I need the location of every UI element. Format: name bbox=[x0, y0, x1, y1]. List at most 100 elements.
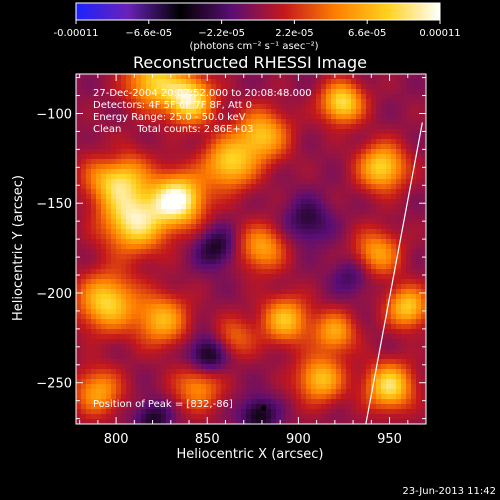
heatmap-cell bbox=[401, 114, 407, 120]
heatmap-cell bbox=[311, 309, 317, 315]
heatmap-cell bbox=[161, 314, 167, 320]
heatmap-cell bbox=[381, 334, 387, 340]
heatmap-cell bbox=[246, 114, 252, 120]
heatmap-cell bbox=[256, 234, 262, 240]
heatmap-cell bbox=[176, 119, 182, 125]
heatmap-cell bbox=[291, 384, 297, 390]
heatmap-cell bbox=[381, 79, 387, 85]
heatmap-cell bbox=[356, 269, 362, 275]
heatmap-cell bbox=[91, 184, 97, 190]
heatmap-cell bbox=[266, 74, 272, 80]
heatmap-cell bbox=[116, 139, 122, 145]
heatmap-cell bbox=[281, 94, 287, 100]
heatmap-cell bbox=[261, 394, 267, 400]
heatmap-cell bbox=[291, 329, 297, 335]
heatmap-cell bbox=[301, 244, 307, 250]
heatmap-cell bbox=[91, 104, 97, 110]
heatmap-cell bbox=[406, 244, 412, 250]
heatmap-cell bbox=[116, 289, 122, 295]
heatmap-cell bbox=[371, 289, 377, 295]
heatmap-cell bbox=[161, 164, 167, 170]
heatmap-cell bbox=[406, 204, 412, 210]
heatmap-cell bbox=[301, 414, 307, 420]
heatmap-cell bbox=[296, 139, 302, 145]
heatmap-cell bbox=[361, 419, 367, 424]
heatmap-cell bbox=[91, 314, 97, 320]
heatmap-cell bbox=[271, 169, 277, 175]
heatmap-cell bbox=[86, 94, 92, 100]
heatmap-cell bbox=[221, 174, 227, 180]
heatmap-cell bbox=[306, 284, 312, 290]
heatmap-cell bbox=[191, 74, 197, 80]
heatmap-cell bbox=[311, 204, 317, 210]
heatmap-cell bbox=[151, 184, 157, 190]
heatmap-cell bbox=[346, 104, 352, 110]
heatmap-cell bbox=[366, 94, 372, 100]
heatmap-cell bbox=[231, 329, 237, 335]
heatmap-cell bbox=[216, 339, 222, 345]
heatmap-cell bbox=[201, 334, 207, 340]
heatmap-cell bbox=[91, 364, 97, 370]
heatmap-cell bbox=[296, 289, 302, 295]
heatmap-cell bbox=[226, 124, 232, 130]
heatmap-cell bbox=[366, 114, 372, 120]
heatmap-cell bbox=[236, 159, 242, 165]
heatmap-cell bbox=[231, 189, 237, 195]
heatmap-cell bbox=[266, 399, 272, 405]
heatmap-cell bbox=[151, 409, 157, 415]
heatmap-cell bbox=[321, 174, 327, 180]
heatmap-cell bbox=[96, 229, 102, 235]
heatmap-cell bbox=[401, 299, 407, 305]
heatmap-cell bbox=[146, 114, 152, 120]
heatmap-cell bbox=[186, 404, 192, 410]
heatmap-cell bbox=[386, 144, 392, 150]
heatmap-cell bbox=[81, 259, 87, 265]
heatmap-cell bbox=[286, 204, 292, 210]
heatmap-cell bbox=[246, 209, 252, 215]
heatmap-cell bbox=[406, 134, 412, 140]
heatmap-cell bbox=[341, 219, 347, 225]
heatmap-cell bbox=[401, 204, 407, 210]
heatmap-cell bbox=[276, 234, 282, 240]
heatmap-cell bbox=[236, 384, 242, 390]
heatmap-cell bbox=[156, 224, 162, 230]
heatmap-cell bbox=[416, 354, 422, 360]
heatmap-cell bbox=[101, 164, 107, 170]
heatmap-cell bbox=[111, 404, 117, 410]
heatmap-cell bbox=[136, 344, 142, 350]
heatmap-cell bbox=[196, 74, 202, 80]
heatmap-cell bbox=[131, 334, 137, 340]
heatmap-cell bbox=[416, 184, 422, 190]
heatmap-cell bbox=[391, 89, 397, 95]
heatmap-cell bbox=[241, 84, 247, 90]
heatmap-cell bbox=[326, 414, 332, 420]
heatmap-cell bbox=[316, 174, 322, 180]
heatmap-cell bbox=[291, 154, 297, 160]
heatmap-cell bbox=[181, 184, 187, 190]
heatmap-cell bbox=[351, 379, 357, 385]
heatmap-cell bbox=[281, 244, 287, 250]
heatmap-cell bbox=[311, 399, 317, 405]
heatmap-cell bbox=[331, 169, 337, 175]
heatmap-cell bbox=[261, 209, 267, 215]
heatmap-cell bbox=[396, 259, 402, 265]
heatmap-cell bbox=[91, 84, 97, 90]
heatmap-cell bbox=[136, 334, 142, 340]
heatmap-cell bbox=[376, 174, 382, 180]
heatmap-cell bbox=[236, 264, 242, 270]
heatmap-cell bbox=[121, 239, 127, 245]
heatmap-cell bbox=[196, 274, 202, 280]
heatmap-cell bbox=[191, 89, 197, 95]
heatmap-cell bbox=[256, 214, 262, 220]
heatmap-cell bbox=[341, 309, 347, 315]
heatmap-cell bbox=[326, 129, 332, 135]
heatmap-cell bbox=[166, 364, 172, 370]
heatmap-cell bbox=[201, 249, 207, 255]
heatmap-cell bbox=[161, 339, 167, 345]
solar-limb-line bbox=[365, 122, 423, 424]
heatmap-cell bbox=[191, 194, 197, 200]
heatmap-cell bbox=[291, 419, 297, 424]
heatmap-cell bbox=[216, 404, 222, 410]
heatmap-cell bbox=[261, 144, 267, 150]
heatmap-cell bbox=[256, 274, 262, 280]
